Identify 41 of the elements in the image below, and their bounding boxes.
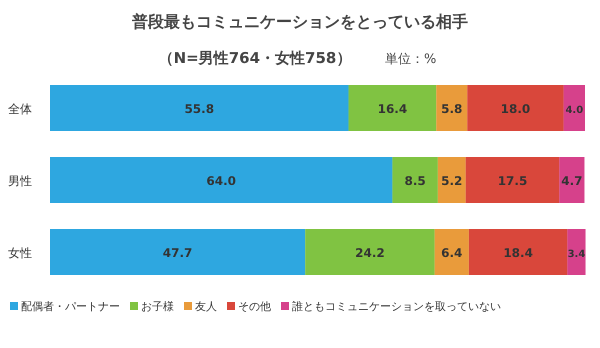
text: 単位：%: [385, 52, 436, 67]
bar: [50, 85, 349, 131]
bar: [436, 85, 468, 131]
bar: [305, 229, 435, 275]
legend-label: 誰ともコミュニケーションを取っていない: [292, 300, 501, 313]
data-label: 18.0: [500, 102, 530, 116]
chart-subtitle: （N=男性764・女性758）: [158, 49, 352, 67]
data-label: 55.8: [184, 102, 214, 116]
bar: [567, 229, 586, 275]
y-tick-label: 全体: [8, 102, 32, 116]
y-tick-label: 女性: [8, 246, 32, 260]
data-label: 8.5: [404, 174, 426, 188]
data-label: 24.2: [355, 246, 385, 260]
data-label: 5.2: [441, 174, 462, 188]
bar: [392, 157, 438, 203]
data-label: 3.4: [568, 249, 586, 260]
bar: [468, 229, 568, 275]
data-label: 6.4: [441, 246, 462, 260]
data-label: 16.4: [378, 102, 408, 116]
legend-label: その他: [238, 300, 271, 313]
data-label: 5.8: [441, 102, 462, 116]
bar: [348, 85, 436, 131]
legend-label: 友人: [195, 300, 217, 313]
bar: [50, 157, 392, 203]
bar: [559, 157, 584, 203]
legend-label: 配偶者・パートナー: [21, 300, 120, 313]
data-label: 17.5: [498, 174, 528, 188]
bar: [467, 85, 564, 131]
bar: [466, 157, 560, 203]
y-tick-label: 男性: [8, 174, 32, 188]
data-label: 64.0: [206, 174, 236, 188]
bar: [434, 229, 469, 275]
data-label: 47.7: [162, 246, 192, 260]
data-label: 4.0: [565, 105, 584, 116]
chart-title: 普段最もコミュニケーションをとっている相手: [131, 12, 468, 31]
data-label: 18.4: [503, 246, 533, 260]
bar: [564, 85, 585, 131]
data-label: 4.7: [561, 174, 583, 188]
legend-label: お子様: [141, 300, 174, 313]
bar: [438, 157, 466, 203]
bar: [50, 229, 306, 275]
